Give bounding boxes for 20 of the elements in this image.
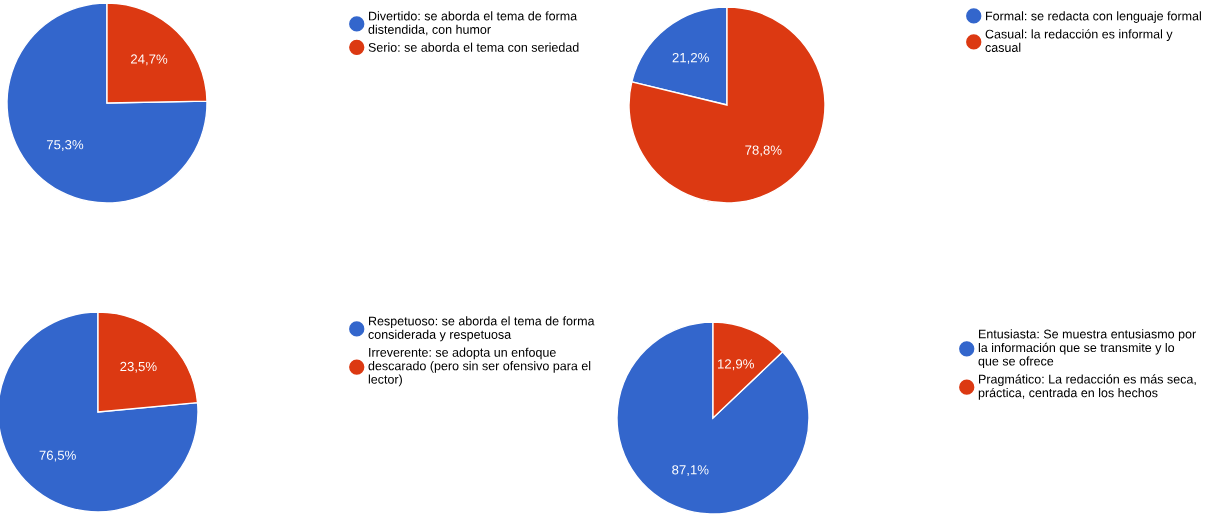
data-label: 78,8%: [745, 145, 782, 157]
data-label: 23,5%: [120, 361, 157, 373]
legend-label: Divertido: se aborda el tema de forma distendida, con humor: [368, 11, 578, 36]
data-label: 21,2%: [672, 52, 709, 64]
pie-slice: [6, 2, 208, 204]
pie-slice: [616, 321, 810, 514]
pie-slice: [0, 311, 199, 513]
legend-label: Serio: se aborda el tema con seriedad: [368, 42, 579, 52]
data-label: 75,3%: [46, 140, 84, 151]
legend-label: Entusiasta: Se muestra entusiasmo por la información que se transmite y lo que se ofrece: [978, 329, 1196, 369]
legend-label: Pragmático: La redacción es más seca, práctica, centrada en los hechos: [978, 374, 1196, 400]
legend-label: Respetuoso: se aborda el tema de forma considerada y respetuosa: [368, 316, 595, 342]
data-label: 76,5%: [39, 450, 76, 462]
legend-label: Casual: la redacción es informal y casual: [985, 29, 1173, 52]
data-label: 87,1%: [672, 465, 709, 477]
legend-label: Irreverente: se adopta un enfoque descarado (pero sin ser ofensivo para el lector): [368, 347, 591, 387]
data-label: 24,7%: [130, 54, 168, 66]
legend-label: Formal: se redacta con lenguaje formal: [986, 11, 1201, 23]
pie-slice: [628, 6, 826, 204]
data-label: 12,9%: [718, 359, 754, 371]
